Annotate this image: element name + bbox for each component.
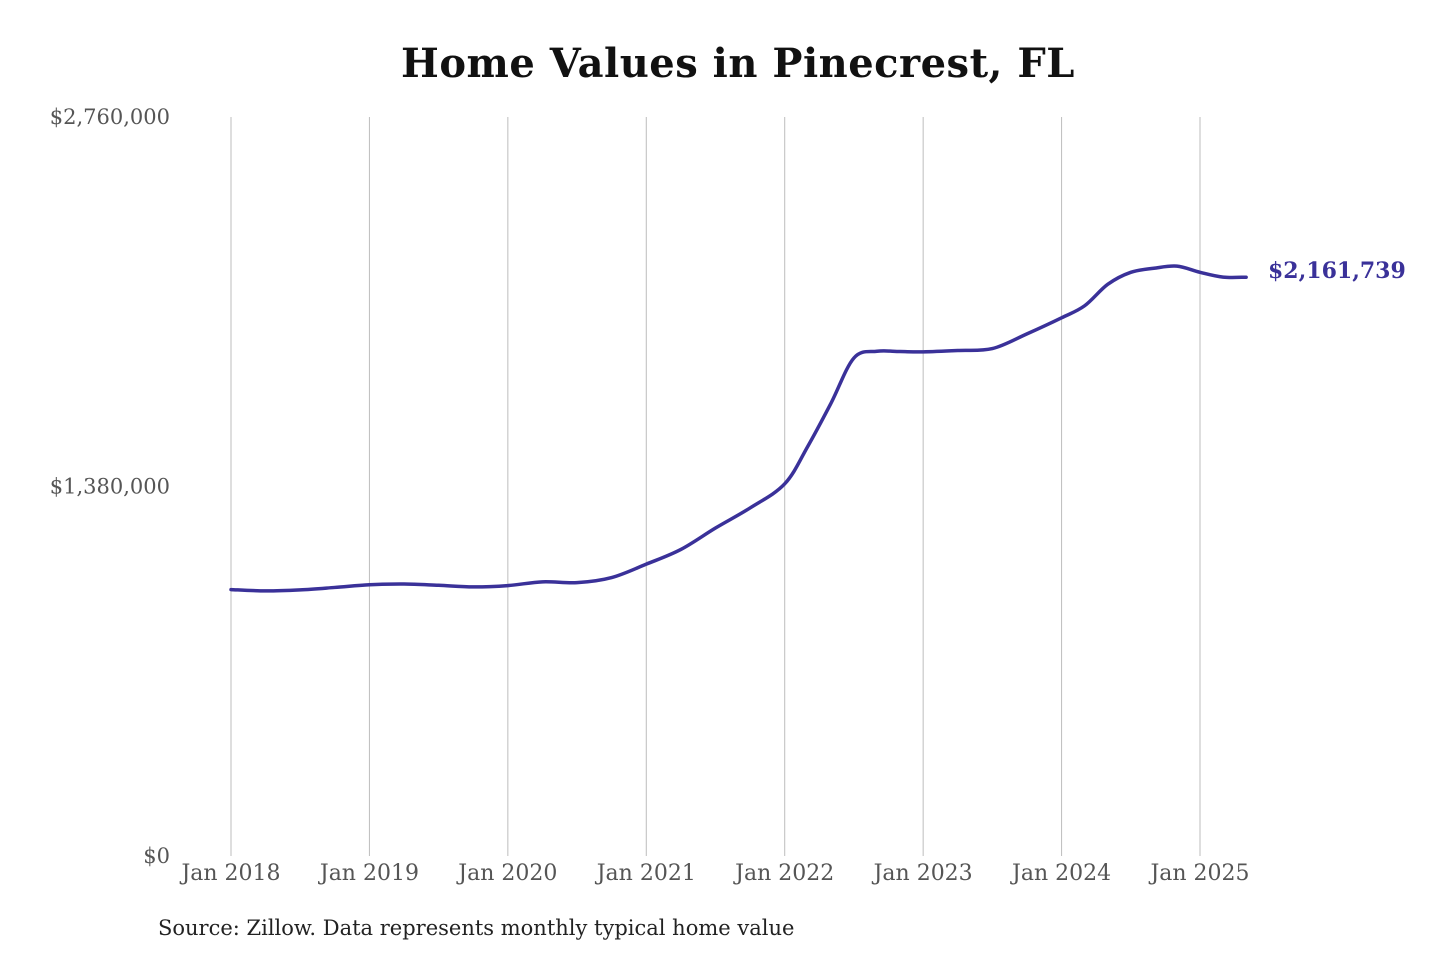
y-tick-label: $2,760,000 <box>50 105 170 129</box>
gridlines <box>230 117 1201 856</box>
source-note: Source: Zillow. Data represents monthly … <box>158 916 795 940</box>
x-tick-label: Jan 2025 <box>1148 861 1249 886</box>
x-tick-label: Jan 2023 <box>872 861 973 886</box>
y-axis-labels: $0 $1,380,000 $2,760,000 <box>50 105 170 868</box>
end-label-group: $2,161,739 <box>1268 258 1406 284</box>
x-tick-label: Jan 2021 <box>595 861 696 886</box>
x-tick-label: Jan 2022 <box>733 861 834 886</box>
x-axis-labels: Jan 2018 Jan 2019 Jan 2020 Jan 2021 Jan 2022… <box>179 861 1249 886</box>
x-tick-label: Jan 2019 <box>318 861 419 886</box>
y-tick-label: $1,380,000 <box>50 475 170 499</box>
end-value-label: $2,161,739 <box>1268 258 1406 284</box>
y-tick-label: $0 <box>143 844 170 868</box>
chart-title: Home Values in Pinecrest, FL <box>401 40 1075 87</box>
x-tick-label: Jan 2018 <box>179 861 280 886</box>
series-group <box>229 264 1248 593</box>
x-tick-label: Jan 2024 <box>1010 861 1111 886</box>
home-value-line <box>229 264 1248 593</box>
x-tick-label: Jan 2020 <box>456 861 557 886</box>
